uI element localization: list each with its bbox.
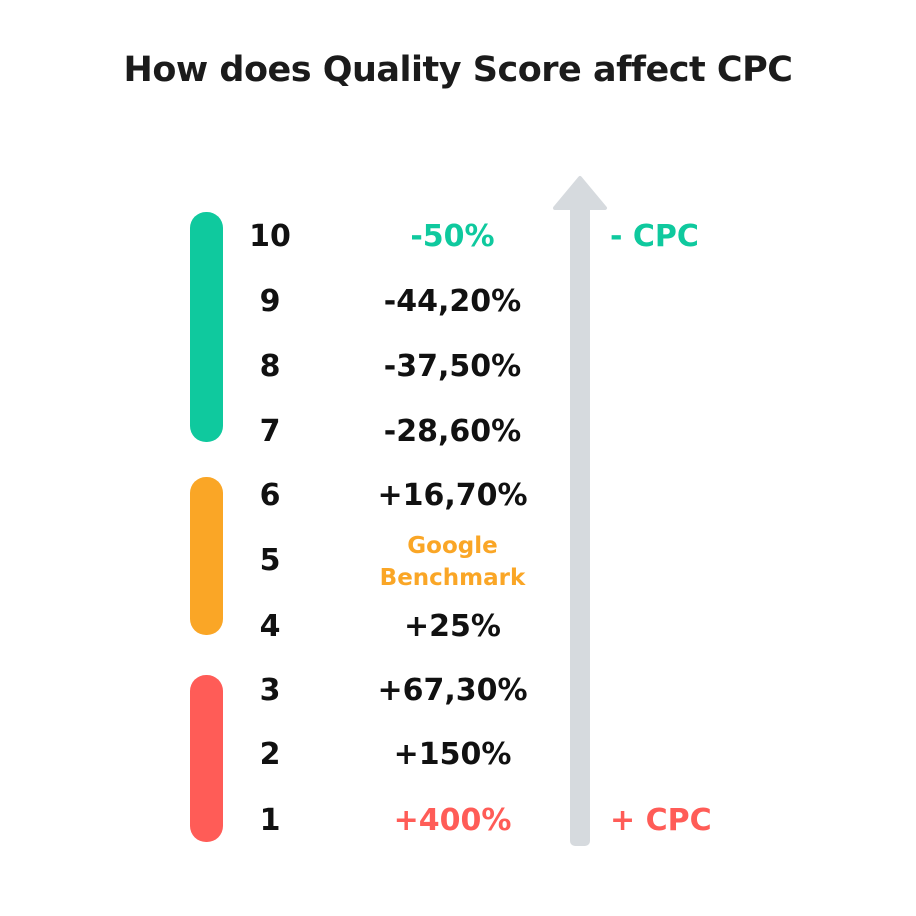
benchmark-label-line2: Benchmark	[379, 565, 526, 591]
score-2: 2	[259, 737, 281, 772]
score-3: 3	[259, 673, 281, 708]
cpc-decrease-label: - CPC	[610, 219, 699, 254]
low-score-bar	[190, 675, 223, 842]
value-score-3: +67,30%	[377, 673, 528, 708]
value-score-9: -44,20%	[383, 284, 522, 319]
value-score-2: +150%	[393, 737, 512, 772]
score-8: 8	[259, 349, 281, 384]
score-5: 5	[259, 543, 281, 578]
medium-score-bar	[190, 477, 223, 635]
value-score-7: -28,60%	[383, 414, 522, 449]
score-10: 10	[249, 219, 291, 254]
page-title: How does Quality Score affect CPC	[123, 50, 793, 90]
score-1: 1	[259, 803, 281, 838]
value-score-4: +25%	[404, 609, 501, 644]
score-7: 7	[259, 414, 281, 449]
value-score-8: -37,50%	[383, 349, 522, 384]
benchmark-label-line1: Google	[407, 533, 498, 559]
value-score-6: +16,70%	[377, 478, 528, 513]
score-4: 4	[259, 609, 281, 644]
high-score-bar	[190, 212, 223, 442]
score-6: 6	[259, 478, 281, 513]
score-9: 9	[259, 284, 281, 319]
value-score-1: +400%	[393, 803, 512, 838]
up-arrow-icon	[553, 176, 607, 846]
cpc-increase-label: + CPC	[610, 803, 712, 838]
value-score-10: -50%	[410, 219, 495, 254]
